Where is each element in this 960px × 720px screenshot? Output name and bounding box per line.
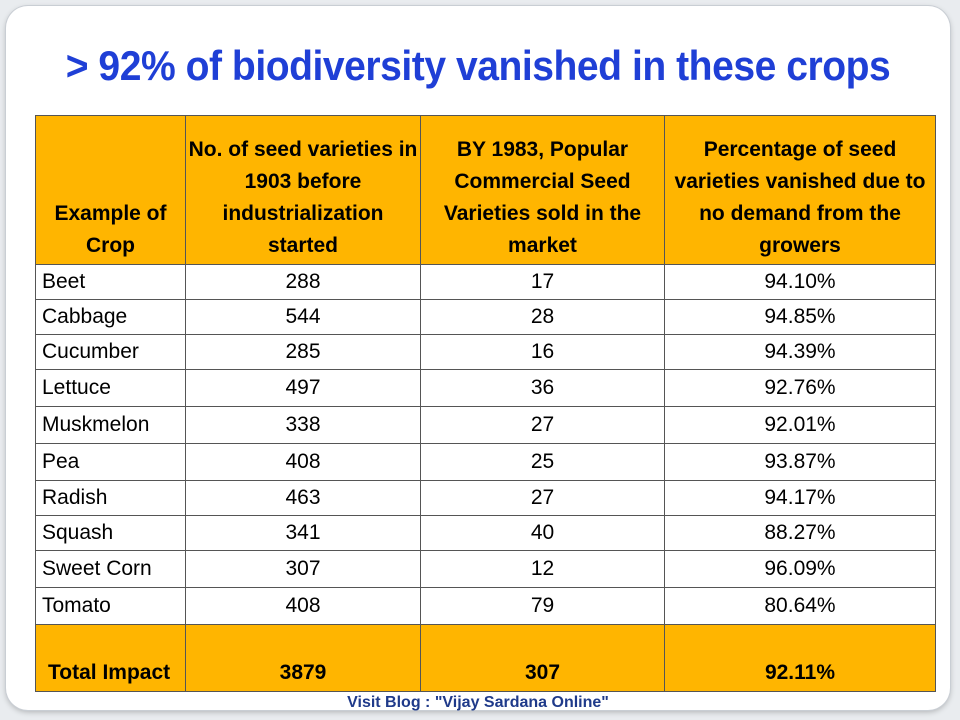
crop-name: Cabbage — [35, 299, 186, 335]
header-varieties-1983: BY 1983, Popular Commercial Seed Varieti… — [420, 115, 665, 265]
varieties-1903: 408 — [185, 443, 421, 481]
percent-vanished: 94.85% — [664, 299, 936, 335]
percent-vanished: 93.87% — [664, 443, 936, 481]
table-row: Tomato 408 79 80.64% — [35, 587, 936, 625]
table-row: Squash 341 40 88.27% — [35, 515, 936, 551]
percent-vanished: 94.39% — [664, 334, 936, 370]
crop-name: Lettuce — [35, 369, 186, 407]
varieties-1903: 544 — [185, 299, 421, 335]
varieties-1903: 288 — [185, 264, 421, 300]
table-row: Sweet Corn 307 12 96.09% — [35, 550, 936, 588]
varieties-1983: 79 — [420, 587, 665, 625]
varieties-1983: 28 — [420, 299, 665, 335]
total-percent-vanished: 92.11% — [664, 624, 936, 692]
percent-vanished: 80.64% — [664, 587, 936, 625]
varieties-1903: 341 — [185, 515, 421, 551]
varieties-1903: 338 — [185, 406, 421, 444]
crop-name: Sweet Corn — [35, 550, 186, 588]
total-varieties-1903: 3879 — [185, 624, 421, 692]
table-row: Pea 408 25 93.87% — [35, 443, 936, 481]
varieties-1983: 40 — [420, 515, 665, 551]
percent-vanished: 94.10% — [664, 264, 936, 300]
percent-vanished: 92.76% — [664, 369, 936, 407]
header-varieties-1903: No. of seed varieties in 1903 before ind… — [185, 115, 421, 265]
table-header-row: Example of Crop No. of seed varieties in… — [35, 115, 936, 265]
varieties-1983: 12 — [420, 550, 665, 588]
slide: > 92% of biodiversity vanished in these … — [6, 6, 950, 711]
varieties-1983: 36 — [420, 369, 665, 407]
table-row: Radish 463 27 94.17% — [35, 480, 936, 516]
varieties-1983: 27 — [420, 406, 665, 444]
header-percent-vanished: Percentage of seed varieties vanished du… — [664, 115, 936, 265]
total-row: Total Impact 3879 307 92.11% — [35, 624, 936, 692]
crop-name: Pea — [35, 443, 186, 481]
table-row: Lettuce 497 36 92.76% — [35, 369, 936, 407]
crop-biodiversity-table: Example of Crop No. of seed varieties in… — [35, 115, 936, 692]
total-varieties-1983: 307 — [420, 624, 665, 692]
varieties-1903: 408 — [185, 587, 421, 625]
varieties-1983: 17 — [420, 264, 665, 300]
total-label: Total Impact — [35, 624, 186, 692]
varieties-1983: 16 — [420, 334, 665, 370]
crop-name: Tomato — [35, 587, 186, 625]
percent-vanished: 88.27% — [664, 515, 936, 551]
percent-vanished: 94.17% — [664, 480, 936, 516]
crop-name: Muskmelon — [35, 406, 186, 444]
percent-vanished: 96.09% — [664, 550, 936, 588]
table-row: Cabbage 544 28 94.85% — [35, 299, 936, 335]
slide-title: > 92% of biodiversity vanished in these … — [65, 42, 891, 89]
crop-name: Cucumber — [35, 334, 186, 370]
varieties-1983: 27 — [420, 480, 665, 516]
percent-vanished: 92.01% — [664, 406, 936, 444]
table-row: Beet 288 17 94.10% — [35, 264, 936, 300]
blog-footer: Visit Blog : "Vijay Sardana Online" — [347, 694, 609, 711]
varieties-1903: 463 — [185, 480, 421, 516]
table-row: Cucumber 285 16 94.39% — [35, 334, 936, 370]
varieties-1903: 307 — [185, 550, 421, 588]
varieties-1903: 285 — [185, 334, 421, 370]
crop-name: Radish — [35, 480, 186, 516]
table-row: Muskmelon 338 27 92.01% — [35, 406, 936, 444]
crop-name: Squash — [35, 515, 186, 551]
crop-name: Beet — [35, 264, 186, 300]
varieties-1903: 497 — [185, 369, 421, 407]
varieties-1983: 25 — [420, 443, 665, 481]
header-crop: Example of Crop — [35, 115, 186, 265]
